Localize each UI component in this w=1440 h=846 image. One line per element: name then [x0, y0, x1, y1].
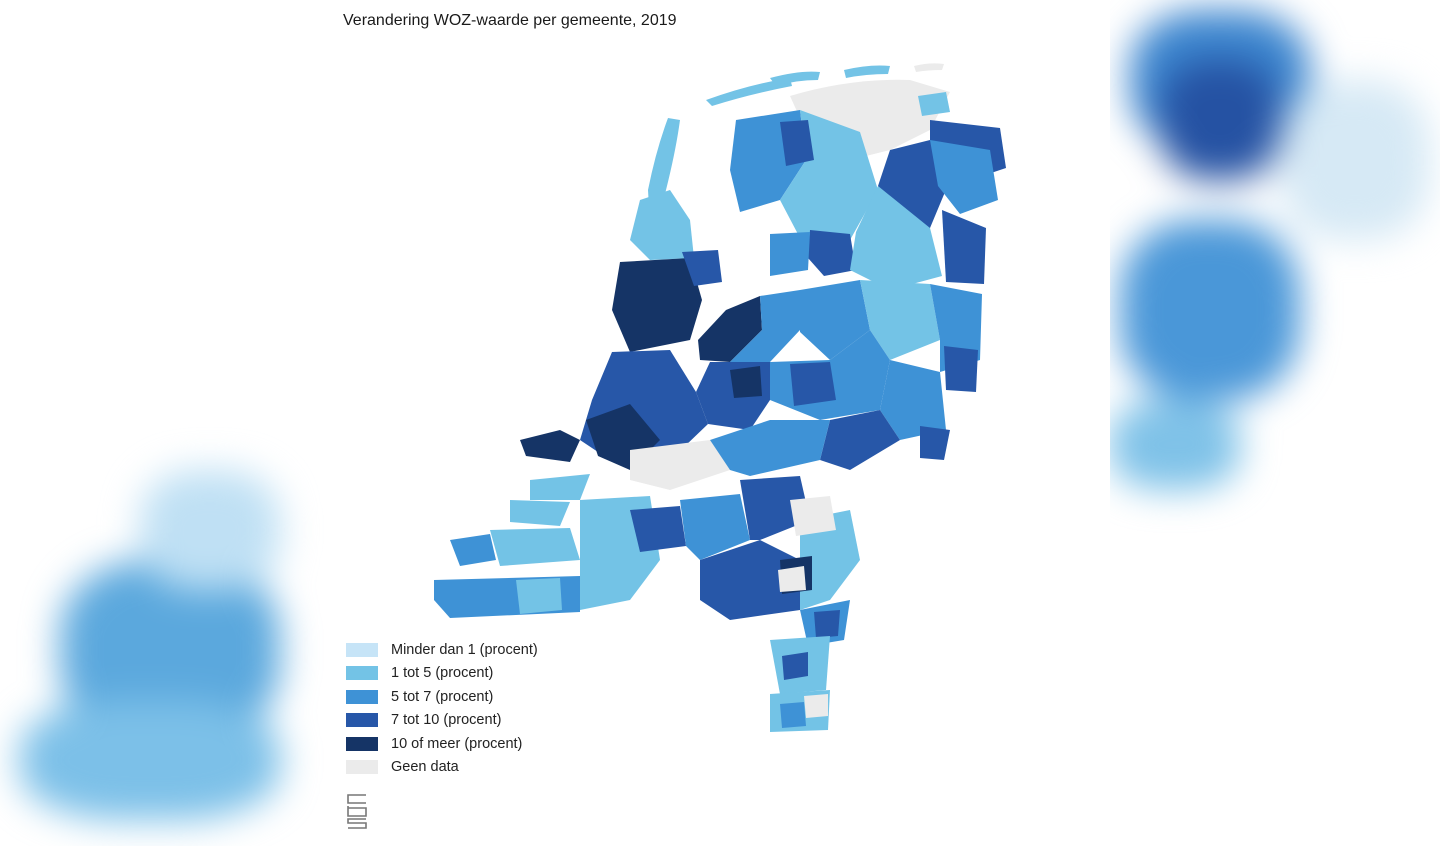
cbs-logo-icon	[347, 794, 367, 829]
region-overijssel-mid	[860, 280, 940, 360]
legend-label: Geen data	[391, 759, 459, 776]
region-zeeuws-vlaanderen-east	[516, 578, 562, 614]
legend-label: 10 of meer (procent)	[391, 735, 523, 752]
legend-label: 7 tot 10 (procent)	[391, 712, 502, 729]
region-walcheren	[450, 534, 496, 566]
legend-swatch	[346, 760, 378, 775]
blurred-right-panel	[1110, 0, 1440, 846]
map-legend: Minder dan 1 (procent) 1 tot 5 (procent)…	[346, 638, 538, 779]
region-amersfoort	[730, 366, 762, 398]
legend-item: 7 tot 10 (procent)	[346, 709, 538, 733]
region-roermond	[782, 652, 808, 680]
region-enschede	[944, 346, 978, 392]
region-winterswijk	[920, 426, 950, 460]
island-ameland	[770, 71, 820, 86]
region-drenthe-north	[850, 186, 942, 290]
region-tilburg	[680, 494, 750, 560]
region-arnhem	[820, 410, 900, 470]
region-emmen	[930, 140, 998, 214]
region-apeldoorn	[790, 362, 836, 406]
region-heerlen	[804, 694, 828, 718]
legend-swatch	[346, 713, 378, 728]
netherlands-map	[434, 63, 1006, 732]
legend-item: Geen data	[346, 756, 538, 780]
region-achterhoek	[880, 360, 946, 440]
region-sneek	[770, 232, 810, 276]
legend-swatch	[346, 666, 378, 681]
region-brabant-nodata	[778, 566, 806, 592]
region-noord-holland-north	[630, 190, 694, 260]
region-venlo	[814, 610, 840, 638]
legend-item: Minder dan 1 (procent)	[346, 638, 538, 662]
region-hoek-holland	[520, 430, 580, 462]
region-flevoland-west	[698, 296, 762, 362]
island-vlieland-terschelling	[706, 78, 792, 106]
legend-label: 5 tot 7 (procent)	[391, 688, 494, 705]
region-drenthe-east	[942, 210, 986, 284]
region-breda	[630, 506, 686, 552]
legend-label: 1 tot 5 (procent)	[391, 665, 494, 682]
legend-swatch	[346, 642, 378, 657]
region-noord-holland-mid	[612, 258, 702, 352]
region-delfzijl	[918, 92, 950, 116]
map-title: Verandering WOZ-waarde per gemeente, 201…	[343, 12, 677, 29]
map-card: Verandering WOZ-waarde per gemeente, 201…	[330, 0, 1110, 846]
region-boxmeer	[790, 496, 836, 536]
legend-item: 1 tot 5 (procent)	[346, 662, 538, 686]
region-brabant-east	[800, 510, 860, 610]
region-west-fries	[682, 250, 722, 286]
island-schiermonnikoog	[844, 65, 890, 78]
legend-swatch	[346, 689, 378, 704]
region-flevoland-east	[730, 290, 800, 362]
region-overijssel-west	[800, 280, 870, 360]
blurred-left-panel	[0, 0, 330, 846]
region-schouwen	[510, 500, 570, 526]
legend-item: 5 tot 7 (procent)	[346, 685, 538, 709]
region-eindhoven	[700, 540, 800, 620]
region-den-bosch	[740, 476, 810, 540]
region-betuwe	[710, 420, 830, 476]
legend-label: Minder dan 1 (procent)	[391, 641, 538, 658]
legend-swatch	[346, 736, 378, 751]
region-beveland	[490, 528, 580, 566]
region-heerenveen	[808, 230, 856, 276]
region-goeree	[530, 474, 590, 500]
region-maastricht	[780, 702, 806, 728]
legend-item: 10 of meer (procent)	[346, 732, 538, 756]
region-rivers-nodata	[630, 440, 730, 490]
region-leeuwarden	[780, 120, 814, 166]
island-rottum	[914, 63, 944, 72]
